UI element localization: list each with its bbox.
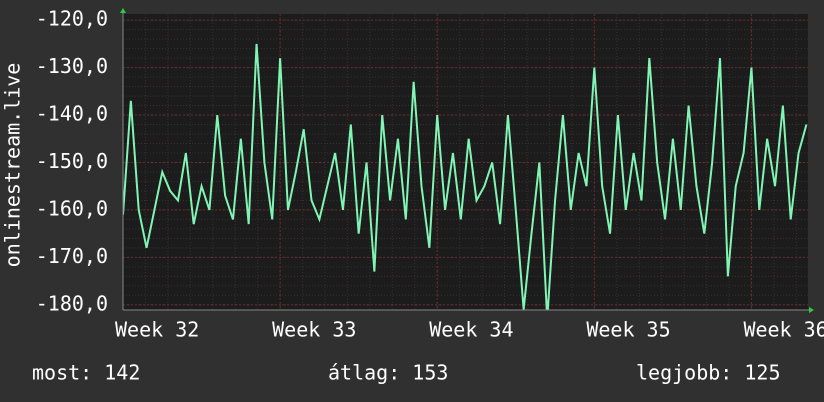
x-tick-label: Week 34 bbox=[429, 318, 513, 342]
y-tick-label: -170,0 bbox=[36, 244, 108, 268]
tick-labels: -120,0 -130,0 -140,0 -150,0 -160,0 -170,0 -180… bbox=[36, 7, 824, 342]
y-arrow bbox=[120, 8, 126, 13]
x-tick-label: Week 36 bbox=[743, 318, 824, 342]
marks bbox=[123, 43, 808, 310]
y-axis-label: onlinestream.live bbox=[1, 63, 25, 268]
stat-average: átlag: 153 bbox=[328, 361, 448, 385]
y-tick-label: -120,0 bbox=[36, 7, 108, 31]
y-tick-label: -130,0 bbox=[36, 54, 108, 78]
y-tick-label: -180,0 bbox=[36, 291, 108, 315]
x-tick-label: Week 33 bbox=[272, 318, 356, 342]
stat-current: most: 142 bbox=[32, 361, 140, 385]
y-tick-label: -160,0 bbox=[36, 196, 108, 220]
grid bbox=[122, 14, 808, 310]
x-arrow bbox=[809, 307, 814, 313]
x-tick-label: Week 32 bbox=[115, 318, 199, 342]
y-tick-label: -150,0 bbox=[36, 149, 108, 173]
x-tick-label: Week 35 bbox=[586, 318, 670, 342]
stat-best: legjobb: 125 bbox=[636, 361, 781, 385]
series-line bbox=[123, 43, 808, 310]
y-tick-label: -140,0 bbox=[36, 102, 108, 126]
